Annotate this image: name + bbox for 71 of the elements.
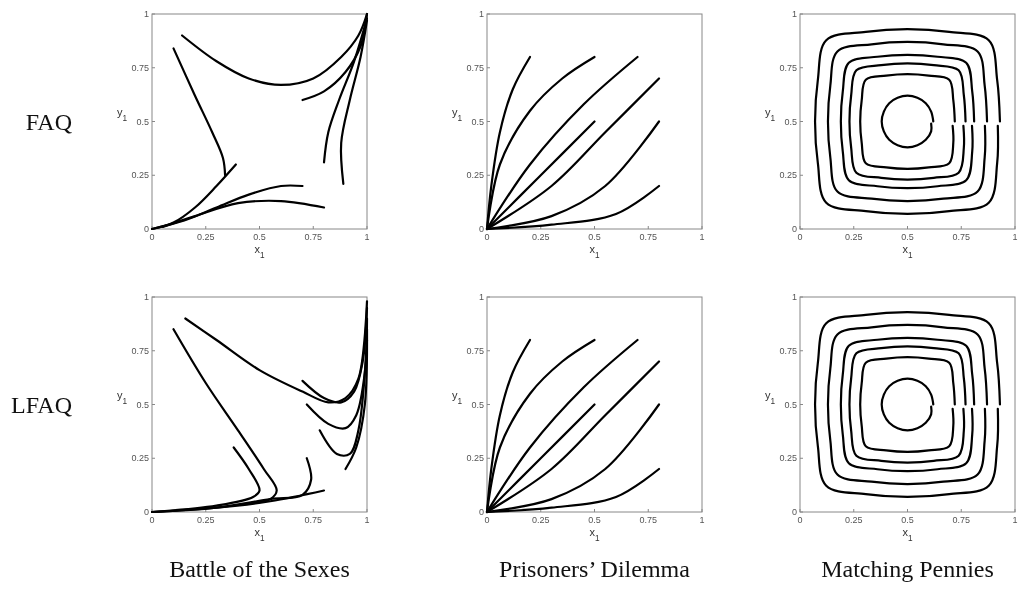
x-tick-label: 0.25 bbox=[844, 515, 863, 525]
y-tick-label: 0.75 bbox=[466, 62, 484, 73]
x-axis-title: x$_{1}$ bbox=[589, 526, 600, 543]
y-tick-label: 0.75 bbox=[131, 62, 149, 73]
x-axis-title: x$_{1}$ bbox=[589, 243, 600, 260]
y-tick-label: 1 bbox=[478, 292, 484, 303]
y-axis-title: y$_{1}$ bbox=[116, 105, 128, 122]
y-tick-label: 0.25 bbox=[779, 453, 797, 464]
x-tick-label: 1 bbox=[699, 515, 705, 525]
y-tick-label: 0.5 bbox=[136, 399, 149, 410]
y-tick-label: 0.5 bbox=[784, 399, 797, 410]
y-tick-label: 0.5 bbox=[784, 116, 797, 127]
y-tick-label: 0.5 bbox=[471, 399, 484, 410]
y-axis-title: y$_{1}$ bbox=[764, 388, 776, 405]
x-tick-label: 0.5 bbox=[901, 232, 914, 242]
y-tick-label: 0.25 bbox=[779, 170, 797, 181]
text: LFAQ bbox=[11, 391, 72, 418]
x-tick-label: 0.25 bbox=[844, 232, 863, 242]
x-tick-label: 0.5 bbox=[253, 515, 266, 525]
y-tick-label: 0.5 bbox=[136, 116, 149, 127]
x-tick-label: 0.75 bbox=[639, 515, 658, 525]
y-tick-label: 0 bbox=[791, 507, 797, 518]
y-tick-label: 0.25 bbox=[466, 453, 484, 464]
y-axis-title: y$_{1}$ bbox=[764, 105, 776, 122]
y-tick-label: 1 bbox=[478, 9, 484, 20]
x-tick-label: 0.75 bbox=[952, 515, 971, 525]
y-tick-label: 0.5 bbox=[471, 116, 484, 127]
x-tick-label: 0.75 bbox=[304, 232, 323, 242]
x-tick-label: 0.5 bbox=[901, 515, 914, 525]
x-tick-label: 0.25 bbox=[531, 515, 550, 525]
x-axis-title: x$_{1}$ bbox=[902, 243, 913, 260]
x-tick-label: 0.75 bbox=[952, 232, 971, 242]
text: Prisoners’ Dilemma bbox=[499, 556, 691, 582]
y-tick-label: 0 bbox=[478, 224, 484, 235]
text: FAQ bbox=[25, 108, 72, 135]
x-axis-title: x$_{1}$ bbox=[254, 526, 265, 543]
y-tick-label: 0.75 bbox=[779, 62, 797, 73]
x-axis-title: x$_{1}$ bbox=[254, 243, 265, 260]
y-tick-label: 1 bbox=[143, 292, 149, 303]
y-tick-label: 0 bbox=[143, 507, 149, 518]
y-axis-title: y$_{1}$ bbox=[451, 388, 463, 405]
x-tick-label: 0.25 bbox=[531, 232, 550, 242]
text: Matching Pennies bbox=[821, 556, 994, 582]
y-tick-label: 0.75 bbox=[779, 345, 797, 356]
x-tick-label: 1 bbox=[1012, 232, 1018, 242]
x-axis-title: x$_{1}$ bbox=[902, 526, 913, 543]
x-tick-label: 0.5 bbox=[588, 515, 601, 525]
x-tick-label: 0.25 bbox=[196, 515, 215, 525]
y-tick-label: 0 bbox=[791, 224, 797, 235]
y-tick-label: 0 bbox=[143, 224, 149, 235]
y-tick-label: 0.25 bbox=[131, 453, 149, 464]
x-tick-label: 0.5 bbox=[588, 232, 601, 242]
y-tick-label: 1 bbox=[143, 9, 149, 20]
y-tick-label: 0.25 bbox=[466, 170, 484, 181]
y-tick-label: 0 bbox=[478, 507, 484, 518]
y-tick-label: 1 bbox=[791, 292, 797, 303]
y-tick-label: 1 bbox=[791, 9, 797, 20]
y-axis-title: y$_{1}$ bbox=[451, 105, 463, 122]
x-tick-label: 1 bbox=[364, 515, 370, 525]
y-axis-title: y$_{1}$ bbox=[116, 388, 128, 405]
x-tick-label: 0.75 bbox=[304, 515, 323, 525]
y-tick-label: 0.75 bbox=[466, 345, 484, 356]
y-tick-label: 0.25 bbox=[131, 170, 149, 181]
x-tick-label: 0.5 bbox=[253, 232, 266, 242]
text: Battle of the Sexes bbox=[169, 556, 350, 582]
x-tick-label: 1 bbox=[699, 232, 705, 242]
x-tick-label: 1 bbox=[1012, 515, 1018, 525]
x-tick-label: 0.25 bbox=[196, 232, 215, 242]
y-tick-label: 0.75 bbox=[131, 345, 149, 356]
x-tick-label: 0.75 bbox=[639, 232, 658, 242]
x-tick-label: 1 bbox=[364, 232, 370, 242]
